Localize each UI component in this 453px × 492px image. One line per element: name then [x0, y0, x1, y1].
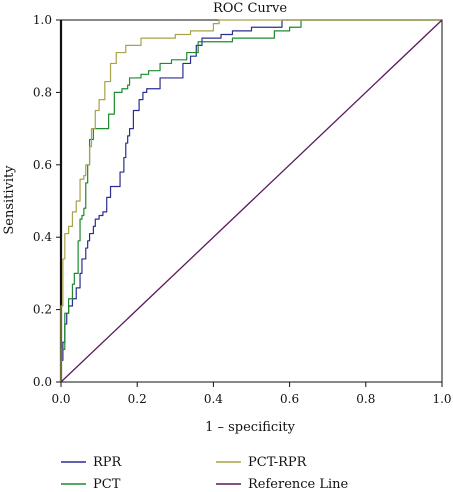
- x-tick-label: 0.0: [51, 392, 70, 406]
- chart-title: ROC Curve: [213, 1, 287, 16]
- x-tick-label: 0.4: [204, 392, 223, 406]
- series-line-pct: [60, 19, 442, 382]
- series-line-reference-line: [60, 19, 443, 383]
- x-tick-label: 1.0: [432, 392, 451, 406]
- y-tick-label: 1.0: [33, 13, 52, 27]
- x-axis-title: 1 – specificity: [205, 420, 295, 435]
- y-tick-label: 0.6: [33, 158, 52, 172]
- legend-label-pct-rpr: PCT-RPR: [248, 455, 308, 470]
- y-tick-label: 0.2: [33, 303, 52, 317]
- y-tick-label: 0.0: [33, 375, 52, 389]
- y-tick-label: 0.4: [33, 230, 52, 244]
- series-line-pct-rpr: [60, 19, 442, 382]
- legend: RPR PCT PCT-RPR Reference Line: [61, 455, 349, 492]
- legend-label-reference-line: Reference Line: [248, 477, 349, 492]
- legend-label-rpr: RPR: [93, 455, 123, 470]
- y-tick-label: 0.8: [33, 85, 52, 99]
- y-axis-title: Sensitivity: [2, 165, 17, 235]
- x-tick-label: 0.2: [128, 392, 147, 406]
- x-tick-label: 0.8: [356, 392, 375, 406]
- x-tick-label: 0.6: [280, 392, 299, 406]
- plot-area: 0.0 0.2 0.4 0.6 0.8 1.0 0.0 0.2 0.4 0.6 0.8 1.0: [33, 13, 452, 406]
- legend-label-pct: PCT: [93, 477, 121, 492]
